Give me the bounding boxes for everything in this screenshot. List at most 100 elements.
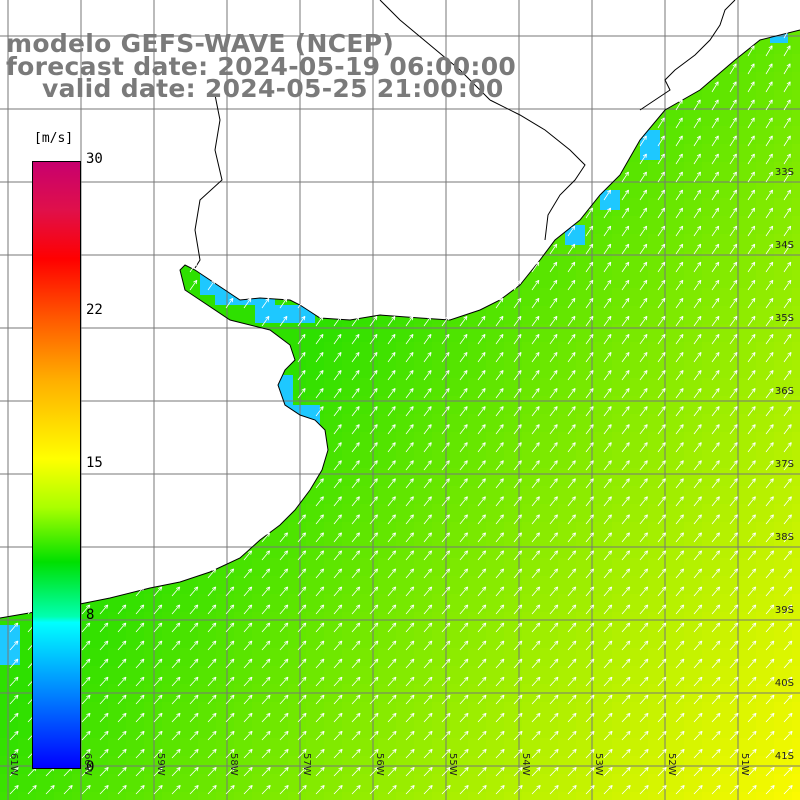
field-cell bbox=[702, 360, 721, 379]
field-cell bbox=[594, 504, 613, 523]
field-cell bbox=[720, 288, 739, 307]
wind-arrow bbox=[747, 532, 757, 543]
field-cell bbox=[90, 612, 109, 631]
wind-arrow bbox=[729, 99, 737, 111]
wind-arrow bbox=[189, 748, 199, 759]
field-cell bbox=[720, 648, 739, 667]
wind-arrow bbox=[531, 730, 541, 741]
field-cell bbox=[576, 648, 595, 667]
wind-arrow bbox=[531, 785, 541, 795]
wind-arrow bbox=[495, 658, 505, 669]
field-cell bbox=[486, 522, 505, 541]
field-cell bbox=[486, 432, 505, 451]
wind-arrow bbox=[693, 568, 703, 579]
field-cell bbox=[684, 648, 703, 667]
field-cell bbox=[450, 378, 469, 397]
wind-arrow bbox=[765, 171, 773, 183]
wind-arrow bbox=[423, 586, 433, 597]
wind-arrow bbox=[729, 478, 738, 489]
field-cell bbox=[504, 468, 523, 487]
wind-arrow bbox=[441, 424, 450, 435]
wind-arrow bbox=[369, 424, 378, 435]
field-cell bbox=[360, 324, 379, 343]
wind-arrow bbox=[747, 424, 756, 435]
field-cell bbox=[720, 126, 739, 145]
field-cell bbox=[558, 540, 577, 559]
wind-arrow bbox=[441, 640, 451, 651]
field-cell bbox=[342, 612, 361, 631]
field-cell bbox=[270, 702, 289, 721]
field-cell bbox=[612, 450, 631, 469]
wind-arrow bbox=[279, 766, 289, 777]
wind-arrow bbox=[333, 568, 343, 579]
field-cell bbox=[738, 540, 757, 559]
field-cell bbox=[666, 378, 685, 397]
wind-arrow bbox=[621, 550, 631, 561]
wind-arrow bbox=[441, 694, 451, 705]
wind-arrow bbox=[477, 676, 487, 687]
field-cell bbox=[576, 738, 595, 757]
wind-arrow bbox=[729, 406, 738, 417]
wind-arrow bbox=[675, 261, 684, 273]
field-cell bbox=[378, 504, 397, 523]
wind-arrow bbox=[279, 712, 289, 723]
field-cell bbox=[468, 504, 487, 523]
wind-arrow bbox=[459, 730, 469, 741]
field-cell bbox=[774, 468, 793, 487]
field-cell bbox=[432, 792, 451, 800]
wind-arrow bbox=[783, 550, 793, 561]
wind-arrow bbox=[279, 604, 289, 615]
wind-arrow bbox=[81, 712, 91, 723]
wind-arrow bbox=[9, 658, 19, 669]
field-cell bbox=[540, 558, 559, 577]
wind-arrow bbox=[621, 279, 630, 291]
wind-arrow bbox=[765, 279, 774, 291]
wind-arrow bbox=[81, 640, 91, 651]
wind-arrow bbox=[693, 676, 703, 687]
field-cell bbox=[342, 576, 361, 595]
wind-arrow bbox=[657, 712, 667, 723]
wind-arrow bbox=[747, 496, 756, 507]
field-cell bbox=[684, 144, 703, 163]
wind-arrow bbox=[747, 225, 756, 237]
wind-arrow bbox=[549, 658, 559, 669]
wind-arrow bbox=[243, 730, 253, 741]
wind-arrow bbox=[639, 279, 648, 291]
wind-arrow bbox=[153, 586, 163, 597]
field-cell bbox=[612, 738, 631, 757]
field-cell bbox=[18, 792, 37, 800]
field-cell bbox=[378, 738, 397, 757]
field-cell bbox=[792, 504, 800, 523]
field-cell bbox=[648, 432, 667, 451]
wind-arrow bbox=[567, 478, 576, 489]
wind-arrow bbox=[477, 370, 486, 381]
field-cell bbox=[702, 162, 721, 181]
wind-arrow bbox=[225, 640, 235, 651]
wind-arrow bbox=[261, 748, 271, 759]
wind-arrow bbox=[297, 568, 307, 579]
wind-arrow bbox=[729, 514, 738, 525]
wind-arrow bbox=[747, 748, 757, 759]
wind-arrow bbox=[585, 496, 594, 507]
wind-arrow bbox=[531, 514, 540, 525]
wind-arrow bbox=[639, 730, 649, 741]
field-cell bbox=[774, 108, 793, 127]
wind-arrow bbox=[711, 406, 720, 417]
wind-arrow bbox=[693, 748, 703, 759]
wind-arrow bbox=[315, 586, 325, 597]
field-cell bbox=[630, 450, 649, 469]
wind-arrow bbox=[657, 153, 665, 165]
wind-arrow bbox=[351, 442, 360, 453]
field-cell bbox=[324, 792, 343, 800]
field-cell bbox=[468, 450, 487, 469]
field-cell bbox=[684, 612, 703, 631]
field-cell bbox=[468, 396, 487, 415]
field-cell bbox=[576, 666, 595, 685]
wind-arrow bbox=[549, 748, 559, 759]
field-cell bbox=[198, 774, 217, 793]
wind-arrow bbox=[657, 640, 667, 651]
field-cell bbox=[666, 594, 685, 613]
wind-arrow bbox=[9, 694, 19, 705]
field-cell bbox=[234, 702, 253, 721]
wind-arrow bbox=[639, 622, 649, 633]
